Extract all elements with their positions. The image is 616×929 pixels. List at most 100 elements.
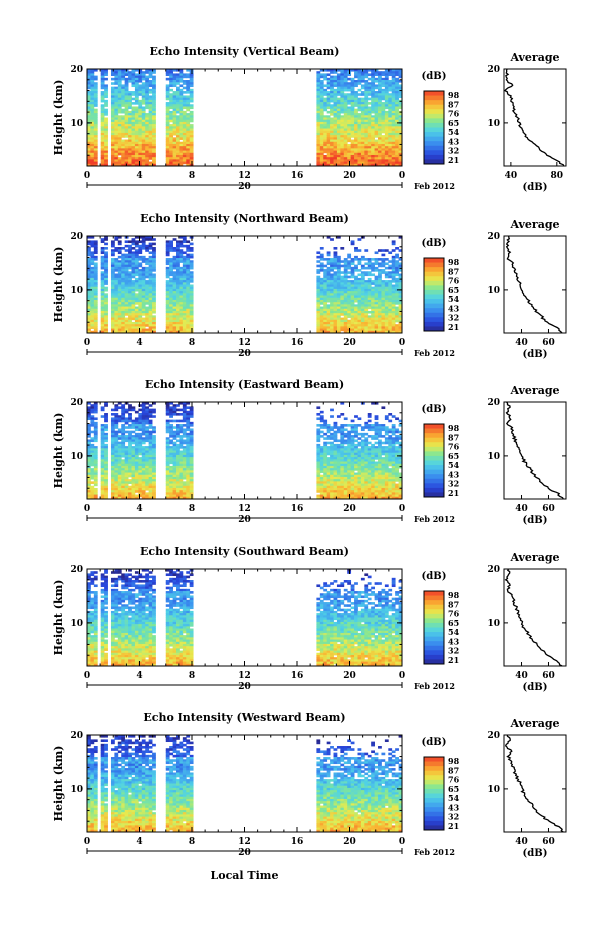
heatmap-cell — [165, 95, 170, 99]
heatmap-cell — [121, 282, 126, 285]
heatmap-cell — [378, 117, 382, 121]
heatmap-cell — [131, 135, 136, 138]
heatmap-cell — [121, 295, 126, 299]
heatmap-cell — [330, 106, 334, 110]
heatmap-cell — [124, 454, 129, 458]
heatmap-cell — [90, 485, 95, 489]
heatmap-cell — [93, 457, 98, 460]
heatmap-cell — [145, 244, 150, 248]
heatmap-cell — [117, 485, 122, 489]
heatmap-cell — [100, 452, 105, 456]
heatmap-cell — [388, 152, 393, 156]
heatmap-cell — [138, 280, 143, 283]
heatmap-cell — [152, 286, 156, 290]
heatmap-cell — [371, 148, 375, 151]
heatmap-cell — [93, 432, 98, 436]
heatmap-cell — [172, 121, 177, 125]
heatmap-cell — [124, 313, 129, 316]
heatmap-cell — [117, 326, 122, 329]
heatmap-cell — [138, 479, 143, 482]
heatmap-cell — [152, 437, 156, 440]
heatmap-cell — [350, 135, 355, 138]
heatmap-cell — [152, 130, 156, 134]
heatmap-cell — [148, 154, 153, 158]
heatmap-cell — [316, 135, 321, 138]
heatmap-cell — [371, 110, 375, 114]
heatmap-cell — [114, 470, 119, 473]
heatmap-cell — [131, 115, 136, 118]
heatmap-cell — [141, 244, 146, 248]
heatmap-cell — [104, 319, 108, 323]
heatmap-cell — [367, 280, 372, 283]
heatmap-cell — [364, 152, 369, 156]
heatmap-cell — [316, 313, 321, 316]
heatmap-cell — [145, 97, 150, 101]
heatmap-cell — [104, 330, 108, 334]
heatmap-cell — [87, 157, 91, 160]
heatmap-cell — [100, 487, 105, 491]
heatmap-cell — [384, 73, 389, 77]
heatmap-cell — [90, 75, 95, 79]
heatmap-cell — [138, 240, 143, 244]
heatmap-cell — [326, 251, 331, 255]
heatmap-cell — [354, 247, 358, 250]
heatmap-cell — [169, 424, 173, 427]
heatmap-cell — [110, 150, 115, 154]
heatmap-cell — [121, 148, 126, 151]
heatmap-cell — [378, 106, 382, 110]
heatmap-cell — [134, 299, 139, 303]
heatmap-cell — [398, 286, 403, 290]
heatmap-cell — [165, 454, 170, 458]
heatmap-cell — [384, 141, 389, 145]
heatmap-cell — [141, 143, 146, 147]
heatmap-cell — [391, 286, 396, 290]
heatmap-cell — [378, 77, 382, 81]
heatmap-cell — [110, 461, 115, 465]
heatmap-cell — [182, 288, 187, 292]
heatmap-cell — [152, 317, 156, 321]
heatmap-cell — [128, 295, 132, 299]
heatmap-cell — [165, 413, 170, 416]
heatmap-cell — [121, 439, 126, 443]
heatmap-cell — [374, 251, 379, 255]
heatmap-cell — [104, 302, 108, 305]
heatmap-cell — [371, 86, 375, 90]
heatmap-cell — [347, 146, 352, 149]
heatmap-cell — [340, 282, 345, 285]
heatmap-cell — [388, 326, 393, 329]
heatmap-cell — [189, 119, 194, 123]
heatmap-cell — [388, 82, 393, 85]
heatmap-cell — [323, 137, 328, 140]
heatmap-cell — [330, 286, 334, 290]
heatmap-cell — [371, 286, 375, 290]
heatmap-cell — [343, 148, 348, 151]
heatmap-cell — [186, 104, 191, 107]
heatmap-cell — [90, 324, 95, 327]
heatmap-cell — [326, 326, 331, 329]
heatmap-cell — [93, 137, 98, 140]
heatmap-cell — [330, 99, 334, 103]
heatmap-cell — [323, 286, 328, 290]
heatmap-cell — [141, 476, 146, 480]
avg-y-tick-label: 20 — [487, 232, 500, 242]
heatmap-cell — [148, 135, 153, 138]
heatmap-cell — [182, 286, 187, 290]
heatmap-cell — [340, 102, 345, 105]
heatmap-cell — [360, 326, 365, 329]
heatmap-cell — [343, 146, 348, 149]
heatmap-cell — [100, 69, 105, 72]
heatmap-cell — [336, 157, 341, 160]
heatmap-cell — [90, 88, 95, 92]
heatmap-cell — [330, 95, 334, 99]
heatmap-cell — [145, 93, 150, 96]
colorbar-segment — [424, 308, 444, 314]
heatmap-cell — [100, 273, 105, 277]
heatmap-cell — [336, 132, 341, 136]
heatmap-cell — [360, 113, 365, 116]
heatmap-cell — [128, 271, 132, 274]
heatmap-cell — [179, 148, 184, 151]
heatmap-cell — [100, 408, 105, 412]
heatmap-cell — [381, 124, 386, 127]
heatmap-cell — [378, 88, 382, 92]
heatmap-cell — [165, 446, 170, 449]
